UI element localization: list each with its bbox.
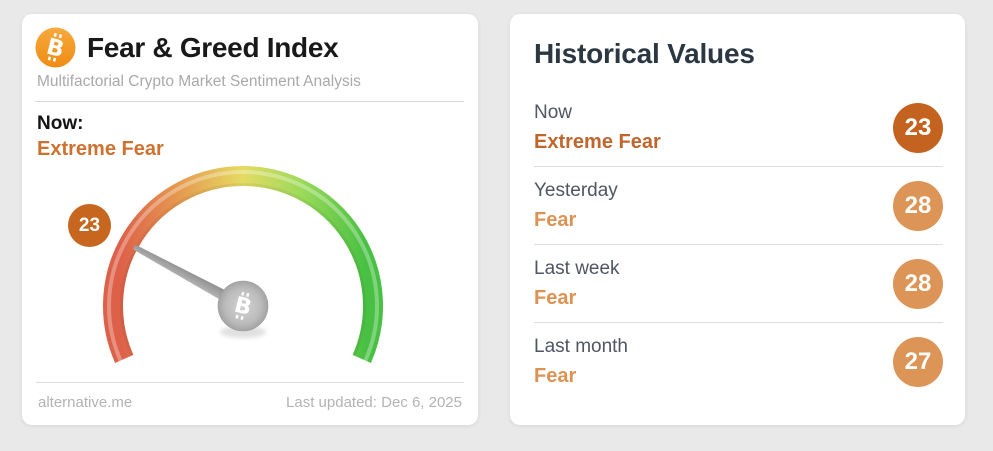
bitcoin-logo-icon: B: [35, 27, 76, 68]
gauge-chart: 23: [22, 163, 478, 375]
historical-rows: Now Extreme Fear 23 Yesterday Fear 28 La…: [534, 89, 943, 400]
gauge-card-footer: alternative.me Last updated: Dec 6, 2025: [36, 382, 464, 425]
historical-values-title: Historical Values: [534, 38, 755, 69]
history-row-yesterday: Yesterday Fear 28: [534, 166, 943, 244]
history-value-badge: 28: [893, 258, 943, 309]
gauge-arc: [103, 166, 383, 363]
gauge-needle: [133, 245, 229, 302]
current-sentiment: Extreme Fear: [37, 138, 164, 160]
history-sentiment: Extreme Fear: [534, 130, 661, 153]
history-row-last-month: Last month Fear 27: [534, 322, 943, 400]
now-label: Now:: [37, 113, 84, 134]
history-sentiment: Fear: [534, 208, 577, 231]
historical-values-card: Historical Values Now Extreme Fear 23 Ye…: [510, 14, 965, 425]
history-value-badge: 23: [893, 102, 943, 153]
gauge-card-header: B Fear & Greed Index Multifactorial Cryp…: [22, 14, 478, 161]
gauge-arc-highlight: [107, 170, 379, 362]
history-value-badge: 28: [893, 180, 943, 231]
header-divider: [35, 101, 464, 102]
history-period-label: Yesterday: [534, 179, 618, 201]
history-period-label: Last week: [534, 257, 620, 279]
history-period-label: Last month: [534, 335, 628, 357]
alternative-me-link[interactable]: alternative.me: [38, 394, 133, 411]
last-updated-text: Last updated: Dec 6, 2025: [286, 394, 462, 411]
history-row-now: Now Extreme Fear 23: [534, 89, 943, 166]
history-period-label: Now: [534, 101, 573, 123]
page-title: Fear & Greed Index: [87, 31, 339, 63]
gauge-subtitle: Multifactorial Crypto Market Sentiment A…: [37, 73, 361, 90]
history-row-last-week: Last week Fear 28: [534, 244, 943, 322]
pivot-shadow: [220, 326, 266, 338]
history-value-badge: 27: [893, 336, 943, 387]
history-sentiment: Fear: [534, 286, 577, 309]
history-sentiment: Fear: [534, 364, 577, 387]
gauge-value-badge: 23: [68, 204, 111, 247]
gauge-arc-inner-shade: [120, 183, 366, 357]
fear-greed-gauge-card: B Fear & Greed Index Multifactorial Cryp…: [22, 14, 478, 425]
gauge-svg: [103, 166, 383, 363]
